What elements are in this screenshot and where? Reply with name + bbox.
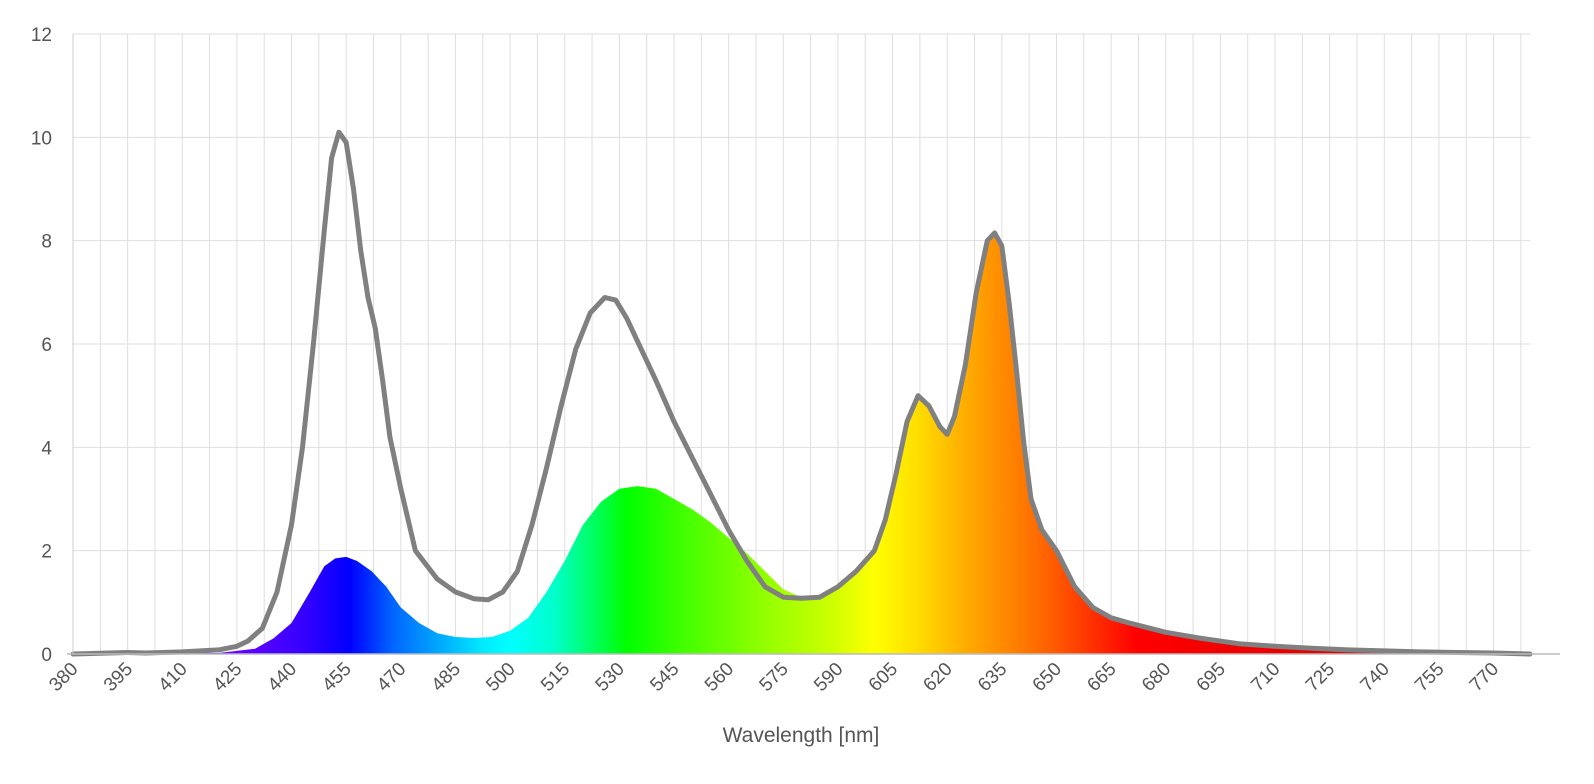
x-tick-label: 545 xyxy=(646,659,683,696)
x-tick-label: 665 xyxy=(1083,659,1120,696)
x-tick-label: 695 xyxy=(1193,659,1230,696)
x-tick-label: 755 xyxy=(1411,659,1448,696)
x-tick-label: 770 xyxy=(1466,659,1503,696)
x-axis-title: Wavelength [nm] xyxy=(723,724,880,747)
x-tick-label: 680 xyxy=(1138,659,1175,696)
y-tick-label: 4 xyxy=(41,438,52,459)
grid xyxy=(72,33,1530,655)
x-tick-label: 560 xyxy=(701,659,738,696)
x-tick-label: 485 xyxy=(428,659,465,696)
x-tick-label: 620 xyxy=(919,659,956,696)
x-tick-label: 740 xyxy=(1357,659,1394,696)
y-tick-label: 12 xyxy=(31,25,52,46)
x-tick-label: 470 xyxy=(373,659,410,696)
x-tick-label: 605 xyxy=(865,659,902,696)
total-spectrum-line xyxy=(70,129,1533,657)
x-tick-label: 500 xyxy=(482,659,519,696)
x-tick-label: 650 xyxy=(1029,659,1066,696)
y-tick-label: 2 xyxy=(41,542,52,563)
x-tick-label: 515 xyxy=(537,659,574,696)
x-tick-label: 635 xyxy=(974,659,1011,696)
y-tick-label: 0 xyxy=(41,645,52,666)
plot-area xyxy=(70,129,1533,657)
y-tick-label: 6 xyxy=(41,335,52,356)
x-tick-label: 710 xyxy=(1247,659,1284,696)
x-tick-label: 440 xyxy=(264,659,301,696)
y-tick-label: 8 xyxy=(41,232,52,253)
x-tick-label: 455 xyxy=(318,659,355,696)
x-tick-label: 395 xyxy=(100,659,137,696)
x-tick-label: 530 xyxy=(592,659,629,696)
x-tick-label: 725 xyxy=(1302,659,1339,696)
x-tick-label: 425 xyxy=(209,659,246,696)
y-tick-label: 10 xyxy=(31,128,52,149)
x-tick-label: 575 xyxy=(756,659,793,696)
x-tick-label: 590 xyxy=(810,659,847,696)
x-tick-label: 410 xyxy=(155,659,192,696)
